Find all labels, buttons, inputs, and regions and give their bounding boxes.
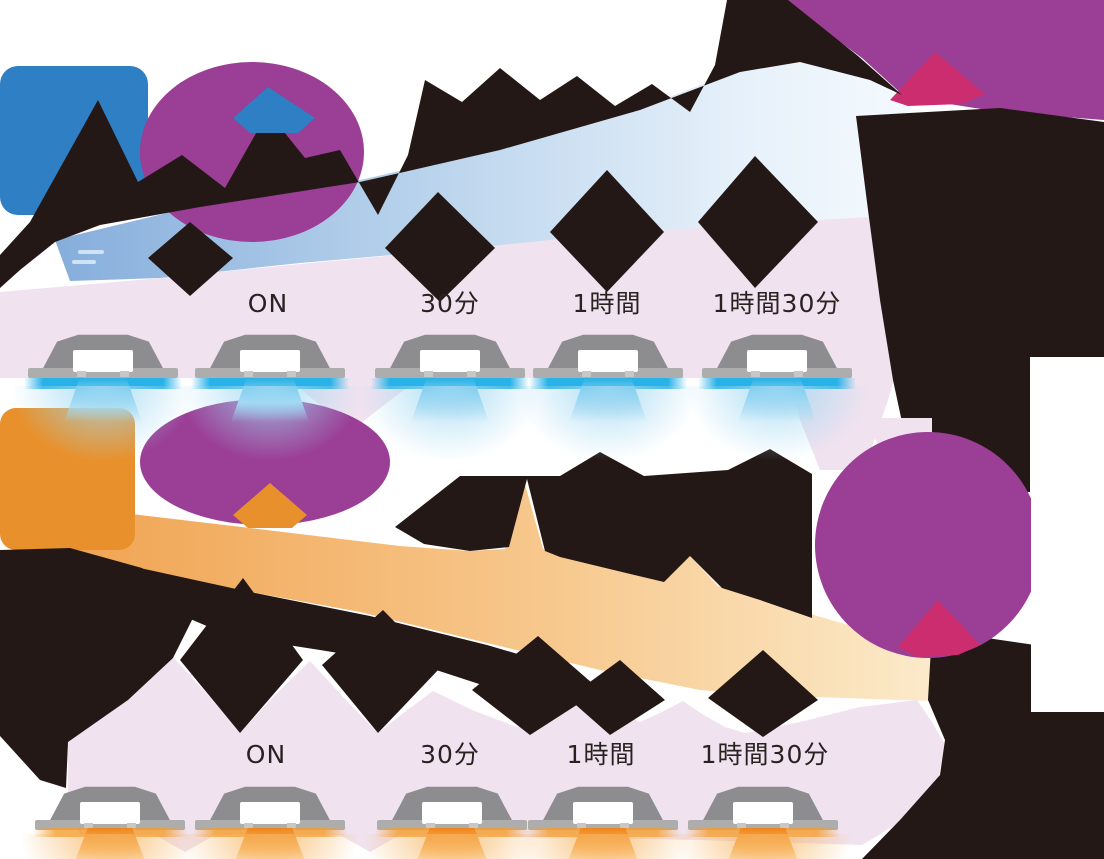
bottom-timeline-label-on: ON <box>245 740 287 769</box>
pink-ribbon-right <box>898 600 980 657</box>
black-diamond-bottom-4 <box>568 660 665 735</box>
ac-base <box>195 368 345 378</box>
ac-base <box>528 820 678 830</box>
black-left-middle <box>0 548 196 788</box>
ac-unit-icon <box>364 786 540 859</box>
pink-peak-top-right <box>890 52 985 106</box>
black-bottom-right <box>862 630 1104 859</box>
bottom-timeline-label-30min: 30分 <box>420 740 480 769</box>
ac-vent <box>573 802 633 829</box>
black-band-middle-right <box>395 449 812 618</box>
ac-base <box>195 820 345 830</box>
ac-vent <box>240 350 300 377</box>
ac-unit-icon <box>518 334 698 460</box>
warm-air-band <box>55 477 1045 704</box>
black-diamond-top-3 <box>550 170 664 292</box>
ac-base <box>688 820 838 830</box>
ac-vent <box>747 350 807 377</box>
ac-base <box>375 368 525 378</box>
ac-vent <box>422 802 482 829</box>
ac-base <box>28 368 178 378</box>
ac-unit-icon <box>180 334 360 460</box>
black-diamond-top-4 <box>698 156 818 288</box>
ac-vent <box>73 350 133 377</box>
black-right-upper <box>856 108 1104 492</box>
ac-vent <box>733 802 793 829</box>
ac-unit-icon <box>515 786 691 859</box>
ac-vent <box>80 802 140 829</box>
ac-unit-icon <box>13 334 193 460</box>
orange-badge <box>0 408 135 550</box>
black-diamond-top-1 <box>148 222 233 296</box>
black-diamond-bottom-1 <box>180 578 303 733</box>
blue-peak-small <box>233 87 315 133</box>
ac-unit-icon <box>22 786 198 859</box>
black-diamond-bottom-3 <box>472 636 600 735</box>
ac-unit-icon <box>182 786 358 859</box>
ac-base <box>377 820 527 830</box>
cool-speed-line-1 <box>78 250 104 254</box>
black-diamond-bottom-5 <box>708 650 818 737</box>
black-diamond-bottom-2 <box>322 610 440 733</box>
bottom-timeline-label-1h30: 1時間30分 <box>700 740 830 769</box>
ac-unit-icon <box>675 786 851 859</box>
black-mountains-top <box>0 0 902 288</box>
ac-base <box>702 368 852 378</box>
ac-unit-icon <box>360 334 540 460</box>
ac-vent <box>240 802 300 829</box>
ac-vent <box>578 350 638 377</box>
ac-unit-icon <box>687 334 867 460</box>
top-timeline-label-1h30: 1時間30分 <box>712 289 842 318</box>
top-timeline-label-30min: 30分 <box>420 289 480 318</box>
cool-speed-line-2 <box>72 260 96 264</box>
top-timeline-label-on: ON <box>247 289 289 318</box>
white-panel-right <box>1030 357 1104 712</box>
black-diamond-top-2 <box>385 192 495 302</box>
ac-vent <box>420 350 480 377</box>
bottom-timeline-label-1h: 1時間 <box>566 740 636 769</box>
top-timeline-label-1h: 1時間 <box>572 289 642 318</box>
ac-base <box>35 820 185 830</box>
ac-base <box>533 368 683 378</box>
purple-badge-right <box>815 432 1041 658</box>
orange-peak-small <box>233 483 307 528</box>
